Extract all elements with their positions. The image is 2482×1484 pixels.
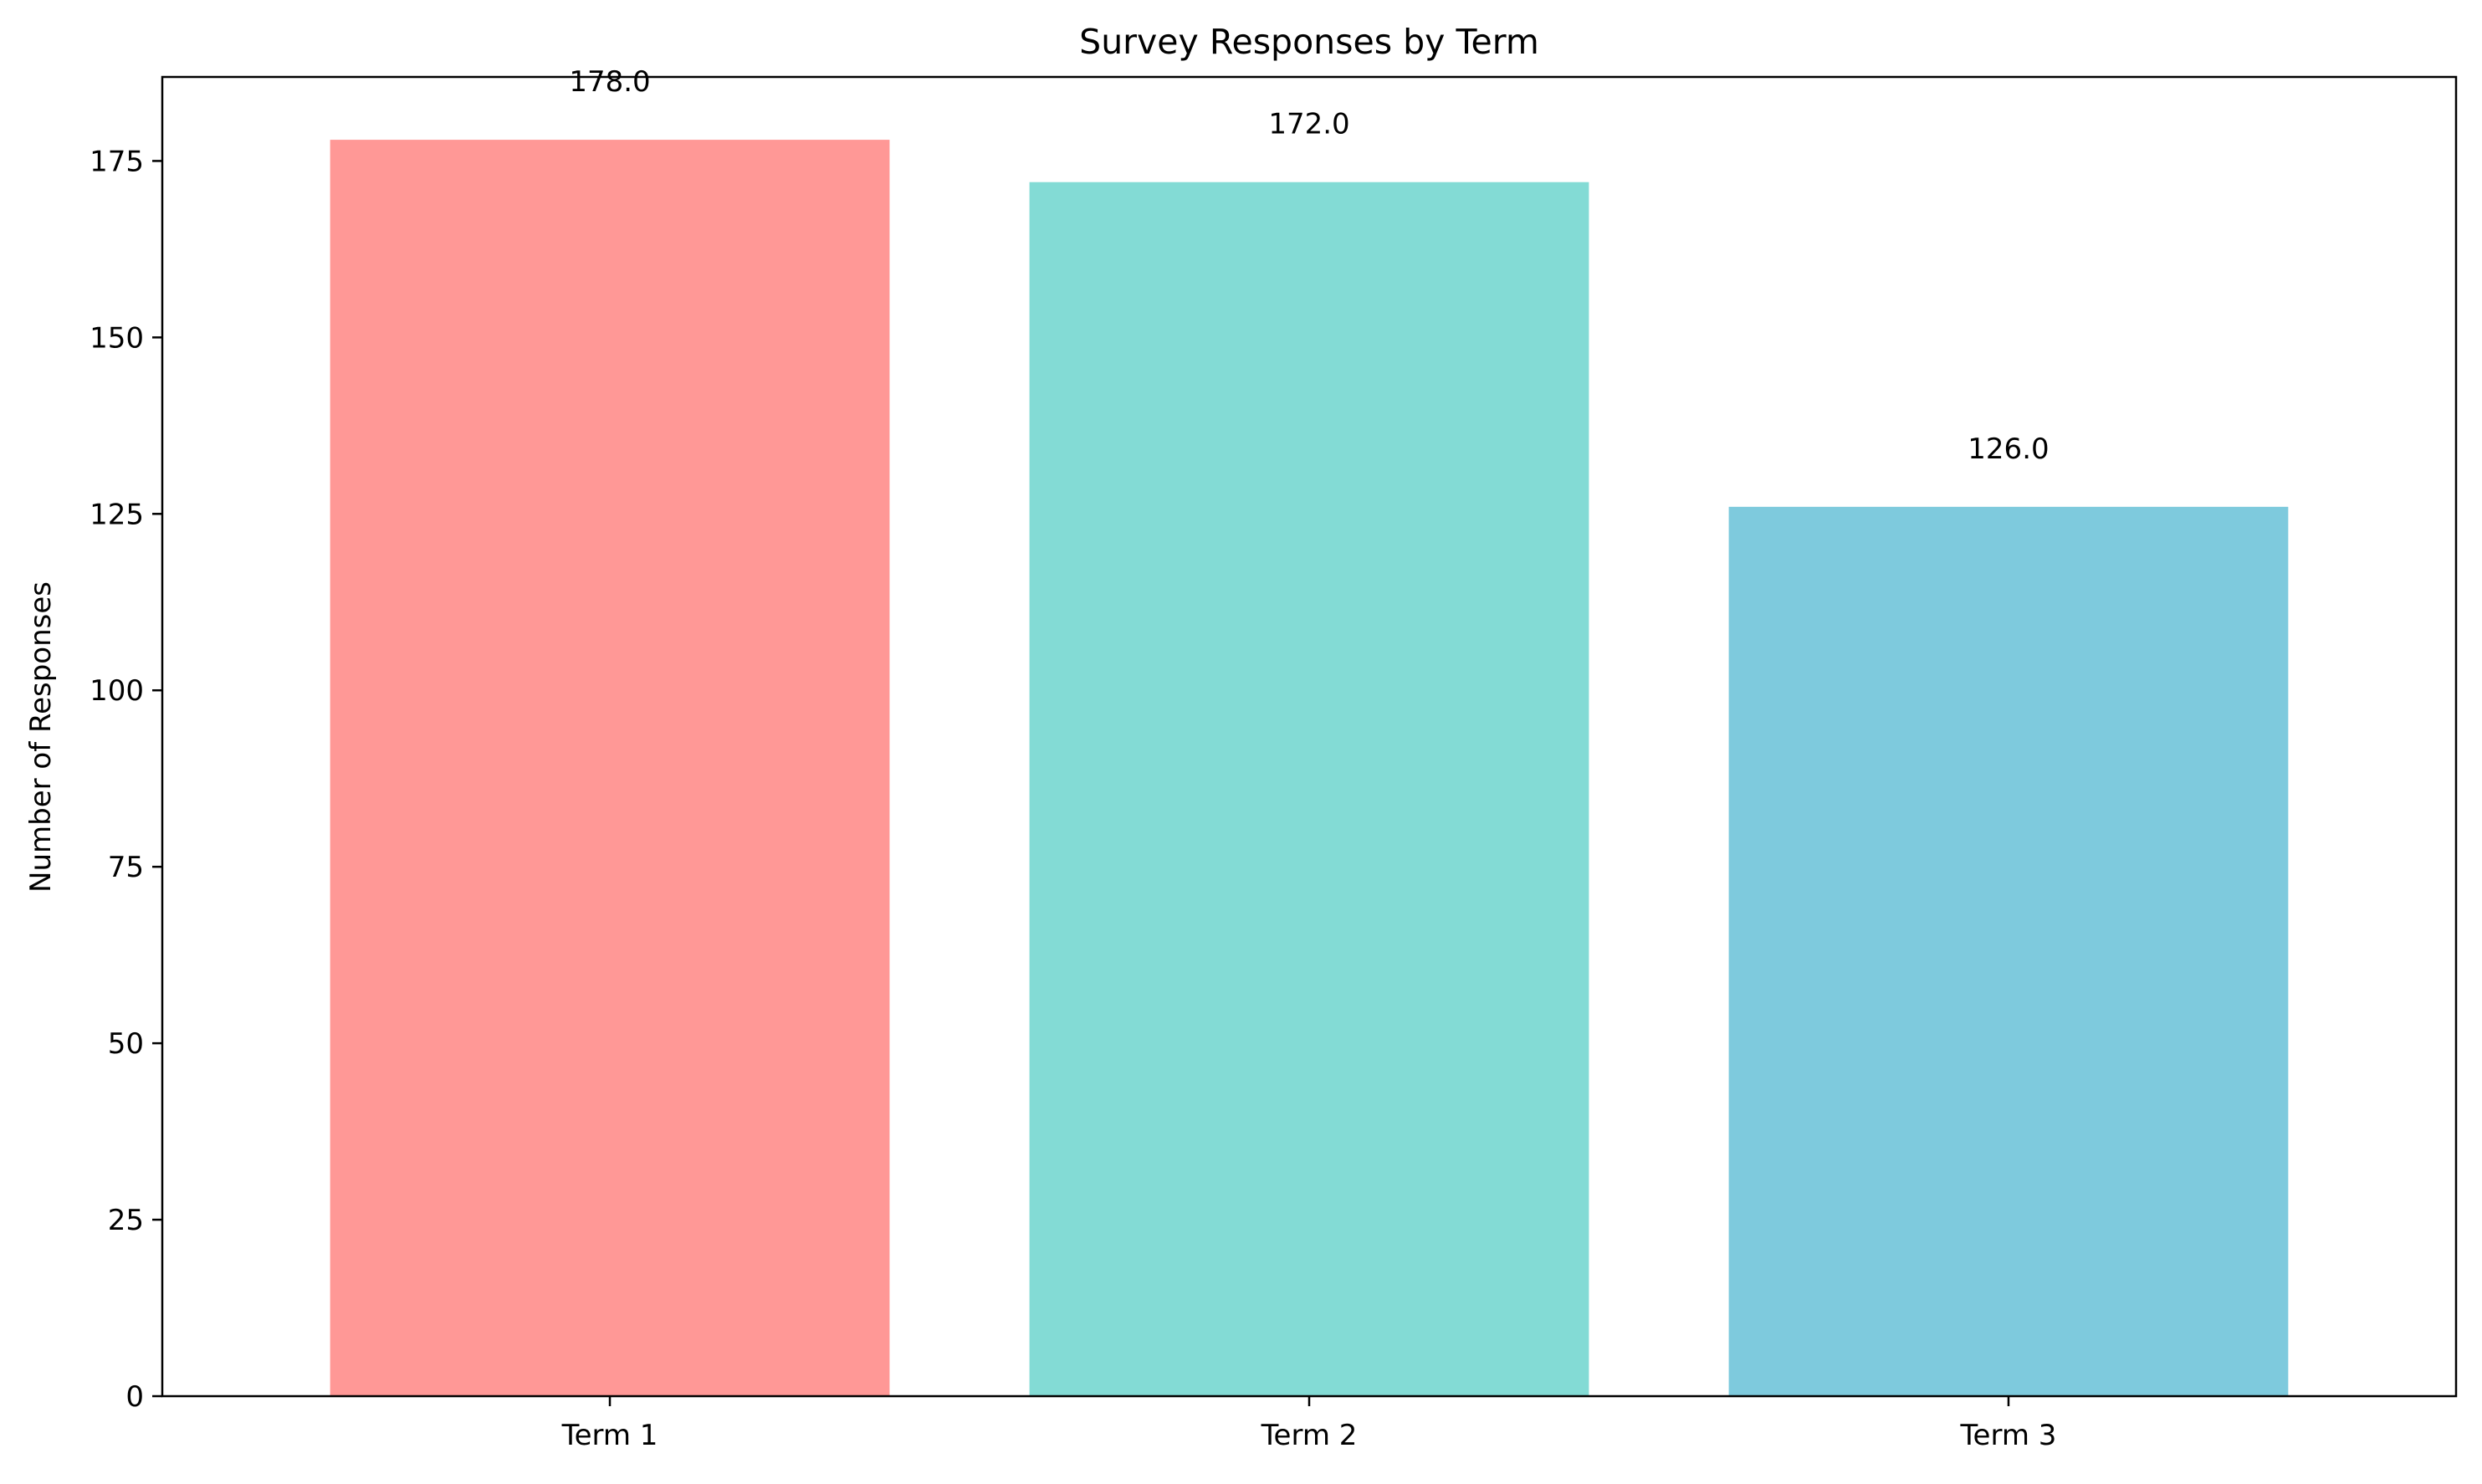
bars-layer: [330, 140, 2289, 1397]
data-label-3: 126.0: [1968, 432, 2049, 466]
y-axis-label: Number of Responses: [24, 581, 58, 893]
plot-frame: [161, 75, 2458, 1398]
y-tick-label-150: 150: [90, 321, 144, 355]
x-tick-label-1: Term 1: [561, 1419, 658, 1452]
y-tick-label-100: 100: [90, 674, 144, 708]
y-tick-label-0: 0: [125, 1380, 144, 1414]
data-label-1: 178.0: [569, 65, 650, 99]
bar-2: [1029, 182, 1589, 1397]
y-tick-label-25: 25: [108, 1204, 144, 1237]
data-label-2: 172.0: [1268, 108, 1349, 141]
x-tick-label-2: Term 2: [1261, 1419, 1358, 1452]
bar-1: [330, 140, 890, 1397]
y-tick-label-50: 50: [108, 1027, 144, 1061]
y-tick-label-125: 125: [90, 498, 144, 531]
y-tick-label-175: 175: [90, 145, 144, 178]
bar-3: [1728, 506, 2289, 1396]
y-tick-label-75: 75: [108, 851, 144, 884]
x-axis-ticks: Term 1 Term 2 Term 3: [561, 1396, 2057, 1452]
data-labels-layer: 178.0 172.0 126.0: [569, 65, 2049, 466]
x-tick-label-3: Term 3: [1960, 1419, 2057, 1452]
chart-title: Survey Responses by Term: [1079, 22, 1539, 62]
y-axis-ticks: 0 25 50 75 100 125 150 175: [90, 145, 162, 1414]
